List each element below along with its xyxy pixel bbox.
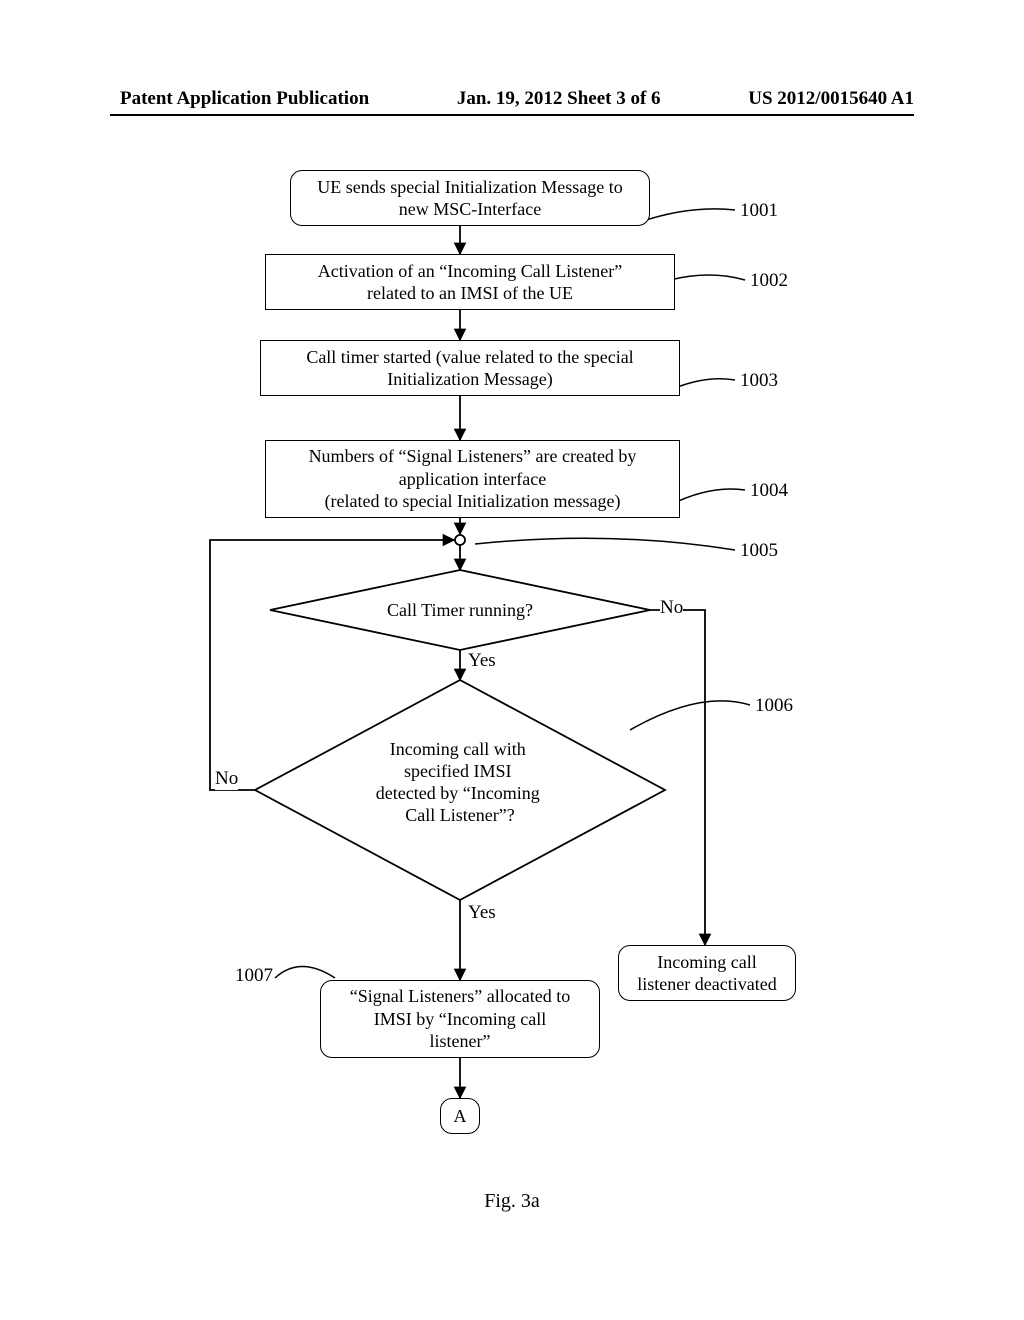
step-activate-listener-text: Activation of an “Incoming Call Listener… <box>318 260 622 305</box>
step-activate-listener: Activation of an “Incoming Call Listener… <box>265 254 675 310</box>
step-signal-listeners-created: Numbers of “Signal Listeners” are create… <box>265 440 680 518</box>
step-listener-deactivated-text: Incoming call listener deactivated <box>637 951 776 996</box>
d1006-l4: Call Listener”? <box>405 805 514 825</box>
step-ue-sends-init: UE sends special Initialization Message … <box>290 170 650 226</box>
header-right: US 2012/0015640 A1 <box>748 88 914 110</box>
step-listener-deactivated: Incoming call listener deactivated <box>618 945 796 1001</box>
callout-1005: 1005 <box>740 540 778 562</box>
flowchart-canvas: Call Timer running? Incoming call with s… <box>0 150 1024 1250</box>
header-center: Jan. 19, 2012 Sheet 3 of 6 <box>457 88 661 110</box>
step-call-timer-started: Call timer started (value related to the… <box>260 340 680 396</box>
flowchart-svg: Call Timer running? Incoming call with s… <box>0 150 1024 1250</box>
connector-a-text: A <box>454 1105 467 1128</box>
page-header: Patent Application Publication Jan. 19, … <box>0 88 1024 110</box>
connector-a: A <box>440 1098 480 1134</box>
step-ue-sends-init-text: UE sends special Initialization Message … <box>317 176 622 221</box>
callout-1001: 1001 <box>740 200 778 222</box>
callout-1007: 1007 <box>235 965 273 987</box>
branch-no-1006: No <box>215 768 238 790</box>
callout-1002: 1002 <box>750 270 788 292</box>
step-call-timer-started-text: Call timer started (value related to the… <box>306 346 633 391</box>
callout-1006: 1006 <box>755 695 793 717</box>
branch-yes-1006: Yes <box>468 902 496 924</box>
decision-call-timer-text: Call Timer running? <box>387 600 533 620</box>
header-rule <box>110 114 914 116</box>
d1006-l3: detected by “Incoming <box>376 783 540 803</box>
junction-circle <box>455 535 465 545</box>
d1006-l1: Incoming call with <box>390 739 526 759</box>
step-signal-listeners-allocated: “Signal Listeners” allocated to IMSI by … <box>320 980 600 1058</box>
step-signal-listeners-created-text: Numbers of “Signal Listeners” are create… <box>309 445 637 513</box>
callout-1003: 1003 <box>740 370 778 392</box>
figure-label: Fig. 3a <box>0 1190 1024 1213</box>
d1006-l2: specified IMSI <box>404 761 511 781</box>
branch-no-1005: No <box>660 597 683 619</box>
header-left: Patent Application Publication <box>120 88 369 110</box>
branch-yes-1005: Yes <box>468 650 496 672</box>
callout-1004: 1004 <box>750 480 788 502</box>
step-signal-listeners-allocated-text: “Signal Listeners” allocated to IMSI by … <box>350 985 570 1053</box>
